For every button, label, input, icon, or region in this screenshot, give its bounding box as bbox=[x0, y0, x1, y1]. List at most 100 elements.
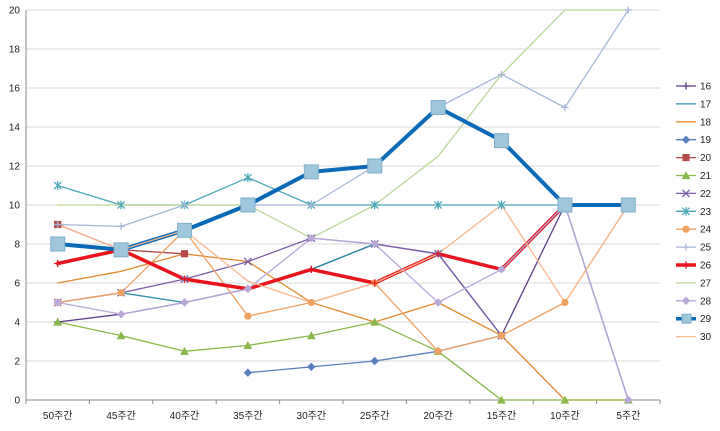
x-tick-label: 45주간 bbox=[106, 410, 136, 422]
series-29-point bbox=[367, 158, 383, 174]
series-28-point bbox=[243, 284, 253, 294]
legend-16-label: 16 bbox=[700, 82, 712, 93]
x-tick-label: 10주간 bbox=[550, 410, 580, 422]
series-24-point bbox=[434, 347, 442, 355]
legend-18-label: 18 bbox=[700, 117, 712, 128]
series-28-point bbox=[180, 298, 189, 307]
series-20-point bbox=[180, 250, 189, 258]
y-tick-label: 8 bbox=[14, 240, 20, 251]
x-tick-label: 30주간 bbox=[297, 410, 327, 422]
series-19-point bbox=[243, 368, 253, 377]
series-28-point bbox=[433, 298, 443, 307]
series-30-line bbox=[57, 204, 629, 304]
series-21-point bbox=[560, 395, 570, 404]
series-19-line bbox=[247, 334, 503, 374]
series-17-line bbox=[120, 243, 376, 304]
x-tick-label: 40주간 bbox=[170, 410, 200, 422]
series-26-point bbox=[180, 275, 189, 283]
y-tick-label: 6 bbox=[14, 279, 20, 290]
y-tick-label: 18 bbox=[9, 45, 21, 56]
series-23-point bbox=[117, 200, 126, 210]
series-23-point bbox=[434, 200, 443, 210]
y-tick-label: 12 bbox=[9, 162, 21, 173]
legend-22-marker bbox=[681, 189, 691, 198]
series-27-line bbox=[57, 9, 629, 239]
series-21-point bbox=[497, 395, 506, 404]
series-25-point bbox=[117, 222, 125, 231]
series-23-point bbox=[53, 181, 62, 190]
legend-27-label: 27 bbox=[700, 278, 712, 289]
series-19-point bbox=[370, 356, 379, 366]
series-21-point bbox=[116, 331, 126, 340]
legend-25-label: 25 bbox=[700, 243, 712, 254]
x-tick-label: 35주간 bbox=[233, 410, 263, 422]
series-21-point bbox=[370, 317, 380, 326]
series-16-line bbox=[57, 204, 629, 401]
series-21-line bbox=[57, 321, 629, 401]
series-28-point bbox=[624, 395, 633, 405]
series-29-point bbox=[430, 100, 446, 115]
series-28-point bbox=[497, 265, 506, 274]
series-21-point bbox=[306, 331, 316, 340]
legend-28-marker bbox=[681, 296, 691, 305]
series-23-point bbox=[370, 200, 379, 210]
legend-20-marker bbox=[682, 154, 690, 162]
series-29-point bbox=[494, 133, 509, 149]
series-25-point bbox=[497, 70, 506, 78]
series-25-point bbox=[561, 103, 569, 112]
series-19-point bbox=[307, 362, 316, 372]
series-23-point bbox=[497, 200, 506, 210]
series-29-point bbox=[240, 197, 256, 213]
series-25-line bbox=[57, 9, 629, 228]
legend-21-label: 21 bbox=[700, 171, 712, 182]
legend-26-label: 26 bbox=[700, 261, 712, 272]
series-25-point bbox=[624, 6, 632, 14]
series-26-point bbox=[434, 250, 442, 258]
series-28-line bbox=[57, 204, 629, 401]
legend-23-label: 23 bbox=[700, 207, 712, 218]
series-25-point bbox=[307, 201, 315, 209]
series-29-point bbox=[620, 197, 636, 213]
series-21-point bbox=[180, 346, 189, 355]
series-24-point bbox=[244, 312, 252, 320]
series-21-point bbox=[53, 317, 63, 326]
series-29-point bbox=[557, 197, 573, 213]
series-29-point bbox=[177, 222, 192, 238]
legend-29-marker bbox=[681, 313, 692, 324]
y-tick-label: 14 bbox=[9, 123, 21, 134]
legend-21-marker bbox=[681, 171, 691, 180]
x-tick-label: 25주간 bbox=[360, 410, 390, 422]
series-28-point bbox=[307, 233, 316, 243]
series-29-point bbox=[50, 236, 66, 252]
legend-23-marker bbox=[681, 206, 691, 216]
legend-30-label: 30 bbox=[700, 332, 712, 343]
legend-24-marker bbox=[682, 225, 690, 233]
legend-16-marker bbox=[682, 82, 690, 90]
series-23-point bbox=[243, 173, 252, 183]
legend-26-marker bbox=[682, 261, 690, 269]
series-28-point bbox=[370, 239, 379, 249]
x-tick-label: 50주간 bbox=[43, 410, 73, 422]
series-25-point bbox=[54, 220, 62, 229]
series-26-point bbox=[54, 259, 62, 268]
legend-19-label: 19 bbox=[700, 135, 712, 146]
y-tick-label: 10 bbox=[9, 201, 21, 212]
series-25-point bbox=[180, 201, 189, 209]
series-29-point bbox=[113, 242, 129, 258]
legend-24-label: 24 bbox=[700, 225, 712, 236]
legend-19-marker bbox=[681, 135, 691, 144]
series-22-line bbox=[57, 237, 503, 337]
series-21-point bbox=[243, 341, 253, 349]
y-tick-label: 2 bbox=[14, 357, 20, 368]
y-tick-label: 4 bbox=[14, 318, 20, 329]
y-tick-label: 20 bbox=[9, 6, 21, 17]
x-tick-label: 20주간 bbox=[423, 410, 453, 422]
x-tick-label: 5주간 bbox=[616, 410, 640, 422]
series-29-point bbox=[303, 164, 319, 180]
legend-17-label: 17 bbox=[700, 99, 712, 110]
legend-20-label: 20 bbox=[700, 153, 712, 164]
series-28-point bbox=[116, 310, 126, 319]
legend-29-label: 29 bbox=[700, 314, 712, 325]
legend-22-label: 22 bbox=[700, 189, 712, 200]
